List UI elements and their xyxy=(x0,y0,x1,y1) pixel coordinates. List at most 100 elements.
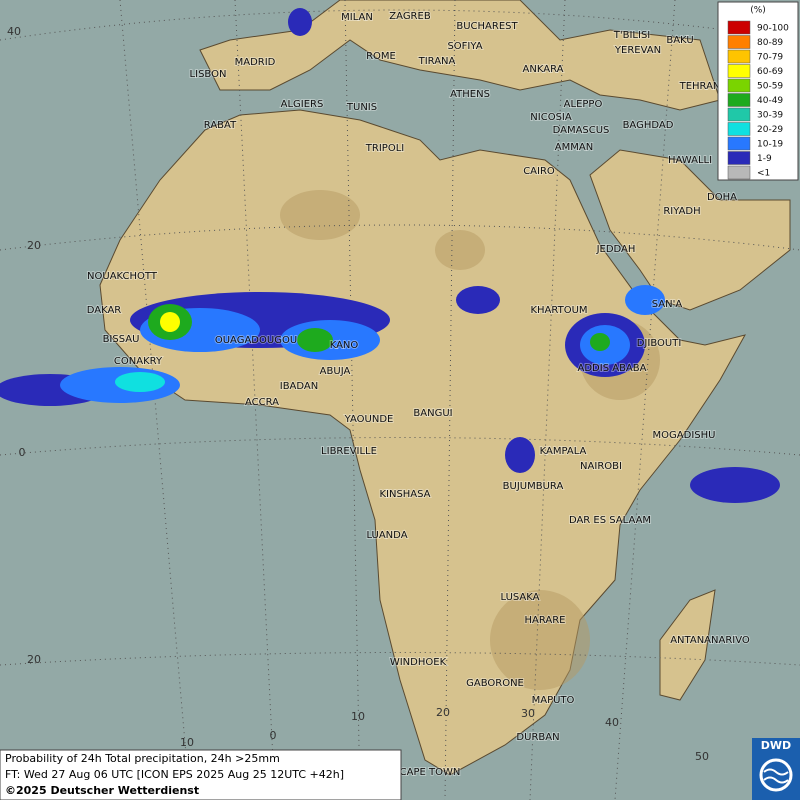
city-label: ACCRA xyxy=(245,397,279,408)
city-label: T'BILISI xyxy=(613,30,650,41)
city-label: KANO xyxy=(330,340,359,351)
lon-label: 0 xyxy=(270,729,277,742)
city-label: KHARTOUM xyxy=(530,305,587,316)
city-label: DJIBOUTI xyxy=(637,338,682,349)
city-label: GABORONE xyxy=(466,678,524,689)
legend-label: 70-79 xyxy=(757,53,783,63)
city-label: ZAGREB xyxy=(389,11,431,22)
city-label: ROME xyxy=(366,51,396,62)
legend-label: 60-69 xyxy=(757,67,783,77)
city-label: ANKARA xyxy=(523,64,564,75)
city-label: KAMPALA xyxy=(540,446,587,457)
city-label: HARARE xyxy=(524,615,565,626)
city-label: BANGUI xyxy=(413,408,452,419)
footer-forecast: FT: Wed 27 Aug 06 UTC [ICON EPS 2025 Aug… xyxy=(5,768,344,781)
city-label: BUCHAREST xyxy=(456,21,518,32)
city-label: ABUJA xyxy=(320,366,351,377)
footer-box xyxy=(0,749,402,800)
city-label: ADDIS ABABA xyxy=(578,363,647,374)
city-label: YAOUNDE xyxy=(344,414,394,425)
footer-copyright: ©2025 Deutscher Wetterdienst xyxy=(5,784,199,797)
land xyxy=(99,0,791,776)
lon-label: 10 xyxy=(351,710,365,723)
legend: (%) 90-100 80-89 70-79 60-69 50-59 40-49 30-39… xyxy=(717,1,799,181)
city-label: LUANDA xyxy=(366,530,407,541)
logo-circle xyxy=(759,758,793,792)
legend-swatch xyxy=(727,93,751,107)
legend-label: 30-39 xyxy=(757,111,783,121)
city-label: ALEPPO xyxy=(564,99,603,110)
legend-label: 20-29 xyxy=(757,125,783,135)
legend-swatch xyxy=(727,151,751,165)
legend-swatch xyxy=(727,64,751,78)
city-label: RABAT xyxy=(204,120,237,131)
lon-label: 40 xyxy=(605,716,619,729)
lat-label: 0 xyxy=(19,446,26,459)
city-label: RIYADH xyxy=(663,206,700,217)
city-label: DAMASCUS xyxy=(553,125,610,136)
legend-swatch xyxy=(727,20,751,35)
city-label: YEREVAN xyxy=(614,45,661,56)
legend-unit: (%) xyxy=(750,6,766,16)
europe xyxy=(199,0,721,111)
city-label: DURBAN xyxy=(516,732,559,743)
logo-waves xyxy=(763,768,789,784)
logo: DWD xyxy=(752,738,800,800)
city-label: HAWALLI xyxy=(668,155,712,166)
legend-swatch xyxy=(727,49,751,64)
city-label: BUJUMBURA xyxy=(503,481,564,492)
legend-label: <1 xyxy=(757,169,770,179)
city-label: WINDHOEK xyxy=(390,657,447,668)
city-label: NAIROBI xyxy=(580,461,622,472)
city-label: OUAGADOUGOU xyxy=(215,335,297,346)
city-label: ATHENS xyxy=(450,89,490,100)
legend-swatch xyxy=(727,165,751,180)
city-label: KINSHASA xyxy=(379,489,430,500)
city-label: SAN'A xyxy=(652,299,683,310)
city-label: MAPUTO xyxy=(532,695,575,706)
city-label: TUNIS xyxy=(346,102,377,113)
city-label: BAKU xyxy=(666,35,693,46)
footer: Probability of 24h Total precipitation, … xyxy=(0,749,402,800)
city-label: NICOSIA xyxy=(530,112,572,123)
grid-labels: 40 20 0 20 10 0 10 20 30 40 50 xyxy=(7,25,709,763)
city-label: AMMAN xyxy=(555,142,593,153)
city-label: TIRANA xyxy=(418,56,456,67)
city-label: ALGIERS xyxy=(281,99,324,110)
city-label: JEDDAH xyxy=(596,244,636,255)
city-label: IBADAN xyxy=(280,381,319,392)
lon-label: 20 xyxy=(436,706,450,719)
city-label: BAGHDAD xyxy=(623,120,674,131)
legend-label: 50-59 xyxy=(757,82,783,92)
lat-label: 20 xyxy=(27,653,41,666)
legend-label: 90-100 xyxy=(757,24,789,34)
legend-swatch xyxy=(727,136,751,151)
city-label: DAR ES SALAAM xyxy=(569,515,651,526)
precipitation xyxy=(0,8,780,503)
legend-swatch xyxy=(727,107,751,122)
city-label: SOFIYA xyxy=(447,41,482,52)
city-label: MADRID xyxy=(235,57,276,68)
lon-label: 50 xyxy=(695,750,709,763)
city-label: ANTANANARIVO xyxy=(670,635,750,646)
city-label: LISBON xyxy=(190,69,227,80)
city-label: DOHA xyxy=(707,192,737,203)
city-label: NOUAKCHOTT xyxy=(87,271,158,282)
city-label: LUSAKA xyxy=(501,592,540,603)
city-label: CONAKRY xyxy=(114,356,163,367)
city-label: MOGADISHU xyxy=(653,430,716,441)
logo-text: DWD xyxy=(761,739,791,752)
legend-swatch xyxy=(727,122,751,136)
city-label: MILAN xyxy=(341,12,373,23)
footer-title: Probability of 24h Total precipitation, … xyxy=(5,752,280,765)
lon-label: 30 xyxy=(521,707,535,720)
city-label: TRIPOLI xyxy=(365,143,404,154)
legend-label: 1-9 xyxy=(757,154,772,164)
legend-label: 10-19 xyxy=(757,140,783,150)
legend-rows: 90-100 80-89 70-79 60-69 50-59 40-49 30-39 20-2… xyxy=(727,20,789,180)
city-label: TEHRAN xyxy=(679,81,721,92)
africa xyxy=(99,109,746,776)
